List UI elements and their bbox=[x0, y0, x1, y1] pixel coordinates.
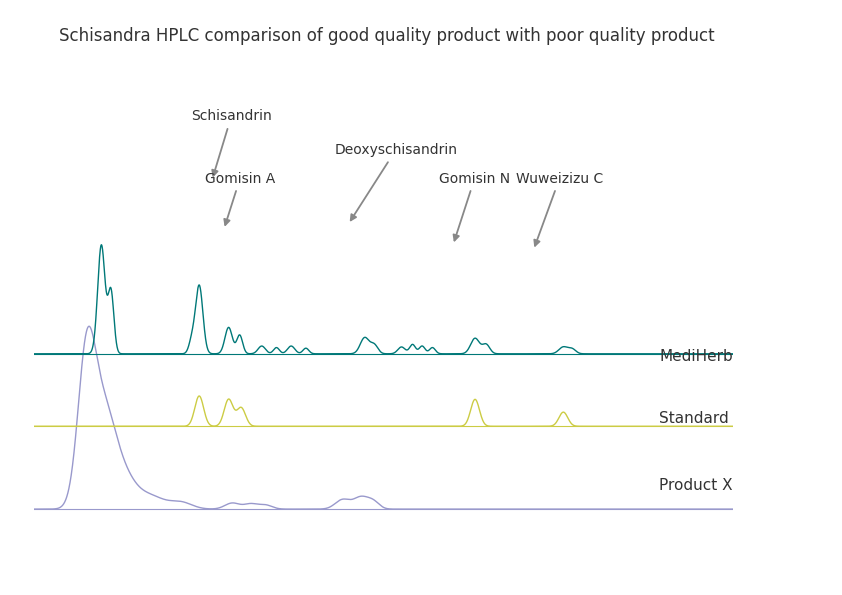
Text: Standard: Standard bbox=[659, 411, 729, 426]
Text: Gomisin A: Gomisin A bbox=[205, 171, 275, 225]
Text: Schisandra HPLC comparison of good quality product with poor quality product: Schisandra HPLC comparison of good quali… bbox=[59, 27, 715, 45]
Text: Product X: Product X bbox=[659, 478, 733, 493]
Text: MediHerb: MediHerb bbox=[659, 349, 733, 364]
Text: Gomisin N: Gomisin N bbox=[439, 171, 510, 240]
Text: Deoxyschisandrin: Deoxyschisandrin bbox=[334, 143, 457, 220]
Text: Schisandrin: Schisandrin bbox=[191, 109, 272, 176]
Text: Wuweizizu C: Wuweizizu C bbox=[516, 171, 603, 246]
